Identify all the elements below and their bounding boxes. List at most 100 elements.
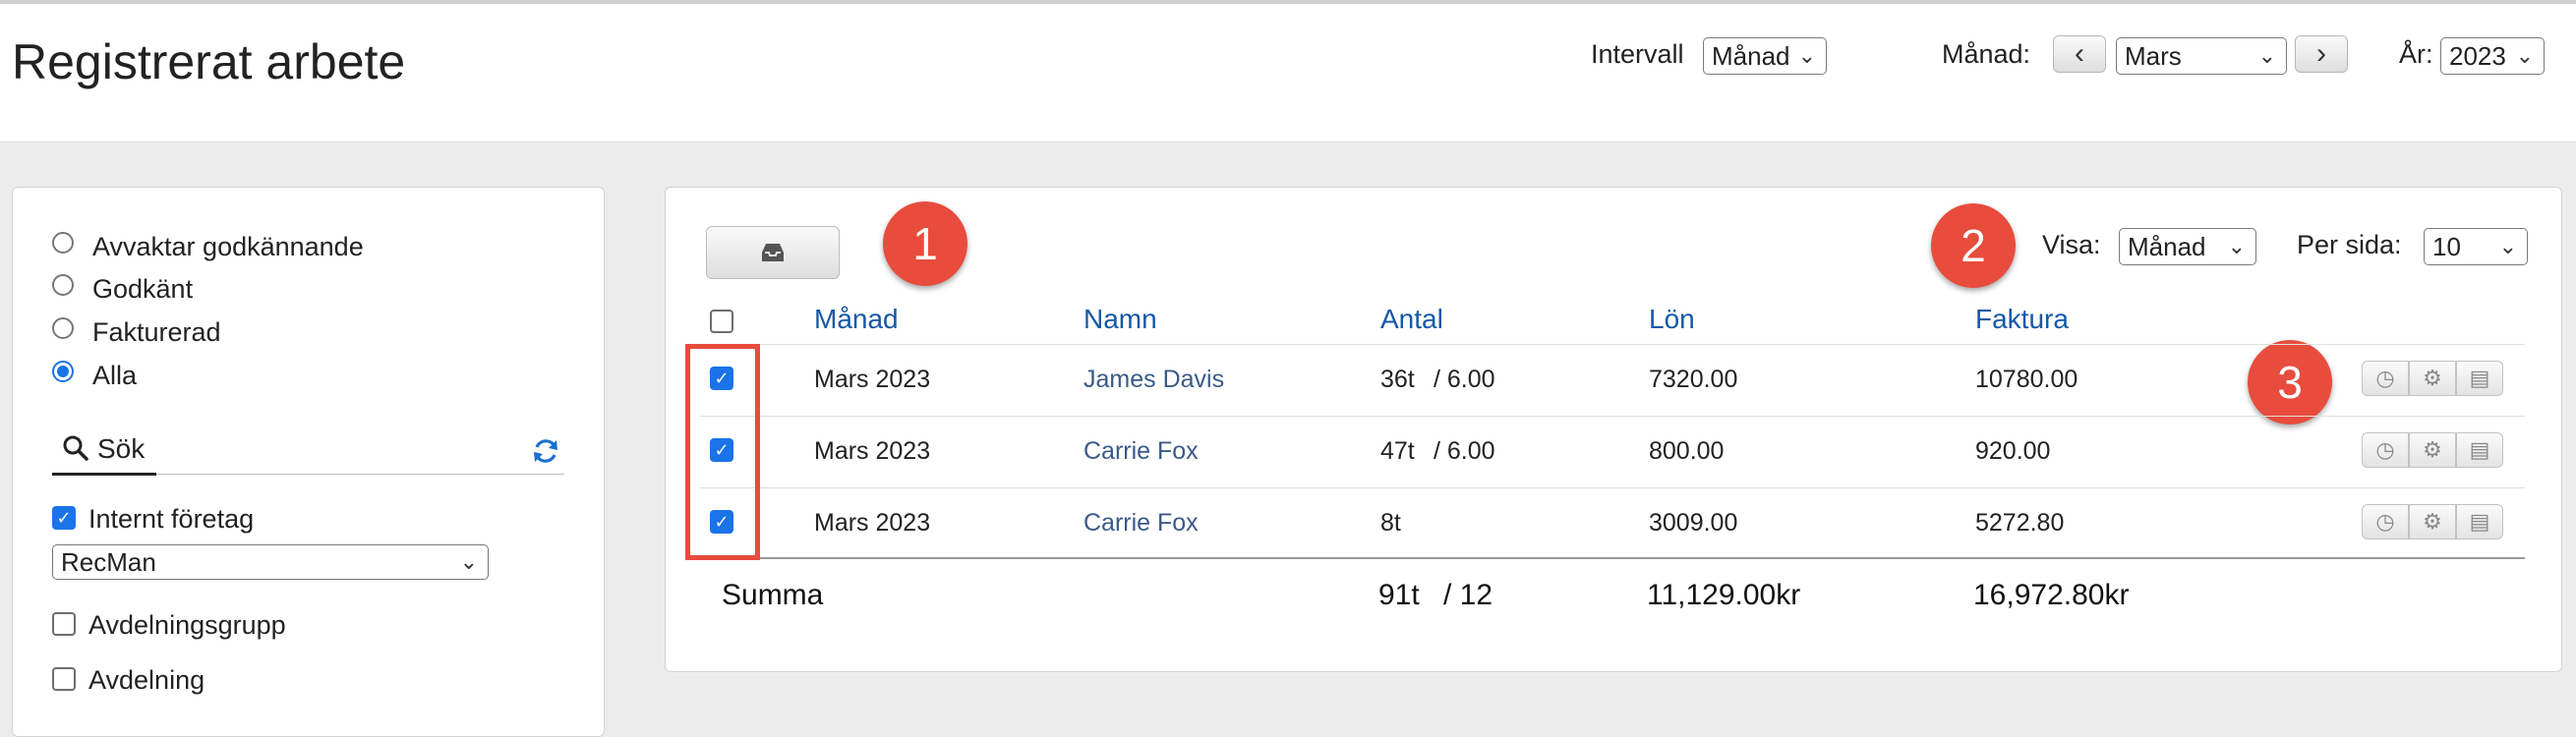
interval-select[interactable]: Månad ⌄ [1703, 37, 1827, 75]
row-invoice: 920.00 [1975, 437, 2051, 465]
row-checkbox[interactable]: ✓ [710, 438, 733, 462]
chevron-left-icon: ‹ [2075, 37, 2084, 70]
status-label-all: Alla [92, 361, 138, 390]
status-label-invoiced: Fakturerad [92, 317, 221, 347]
column-header-month[interactable]: Månad [814, 304, 899, 334]
month-label: Månad: [1942, 39, 2031, 69]
annotation-badge-2: 2 [1931, 203, 2016, 288]
summary-label: Summa [722, 579, 824, 611]
annotation-badge-3: 3 [2248, 340, 2332, 425]
interval-select-value: Månad [1712, 41, 1790, 71]
search-icon [63, 435, 88, 461]
show-select-value: Månad [2128, 232, 2206, 261]
export-button[interactable] [706, 226, 840, 279]
row-briefcase-button[interactable]: ▤ [2456, 432, 2503, 468]
status-radio-awaiting[interactable] [52, 232, 74, 254]
row-name-link[interactable]: Carrie Fox [1083, 509, 1199, 537]
row-divider [700, 487, 2525, 488]
chevron-down-icon: ⌄ [2515, 43, 2534, 68]
summary-days: / 12 [1443, 579, 1493, 611]
internal-company-label: Internt företag [88, 504, 255, 534]
checkbox-highlight-box [685, 344, 760, 560]
row-invoice: 10780.00 [1975, 366, 2078, 393]
select-all-checkbox[interactable] [710, 310, 733, 333]
year-label: År: [2399, 39, 2433, 69]
status-radio-all[interactable] [52, 361, 74, 382]
row-name-link[interactable]: James Davis [1083, 366, 1225, 393]
filter-panel [12, 187, 605, 737]
company-select-value: RecMan [61, 547, 156, 577]
row-days: / 6.00 [1434, 366, 1495, 393]
row-time-button[interactable]: ◷ [2362, 361, 2409, 396]
department-checkbox[interactable] [52, 667, 76, 691]
row-settings-button[interactable]: ⚙ [2409, 504, 2456, 539]
row-time-button[interactable]: ◷ [2362, 432, 2409, 468]
briefcase-icon: ▤ [2469, 509, 2490, 534]
row-salary: 3009.00 [1649, 509, 1738, 537]
chevron-down-icon: ⌄ [2227, 234, 2246, 258]
search-tab[interactable]: Sök [52, 428, 156, 476]
chevron-down-icon: ⌄ [459, 549, 478, 574]
row-time-button[interactable]: ◷ [2362, 504, 2409, 539]
column-header-name[interactable]: Namn [1083, 304, 1157, 334]
show-select[interactable]: Månad ⌄ [2119, 228, 2256, 265]
status-radio-invoiced[interactable] [52, 317, 74, 339]
chevron-down-icon: ⌄ [2498, 234, 2517, 258]
annotation-badge-1: 1 [883, 201, 967, 286]
row-hours: 36t [1380, 366, 1415, 393]
column-header-salary[interactable]: Lön [1649, 304, 1695, 334]
internal-company-checkbox[interactable]: ✓ [52, 506, 76, 530]
clock-icon: ◷ [2375, 366, 2395, 390]
summary-salary: 11,129.00kr [1647, 579, 1801, 611]
row-salary: 7320.00 [1649, 366, 1738, 393]
row-briefcase-button[interactable]: ▤ [2456, 361, 2503, 396]
row-days: / 6.00 [1434, 437, 1495, 465]
row-hours: 8t [1380, 509, 1401, 537]
row-month: Mars 2023 [814, 366, 931, 393]
year-select-value: 2023 [2449, 41, 2506, 71]
top-border [0, 0, 2576, 4]
company-select[interactable]: RecMan ⌄ [52, 544, 489, 580]
row-invoice: 5272.80 [1975, 509, 2065, 537]
page-header: Registrerat arbete Intervall Månad ⌄ Mån… [0, 4, 2576, 142]
search-tab-label: Sök [97, 433, 146, 464]
gear-icon: ⚙ [2423, 366, 2442, 390]
per-page-select[interactable]: 10 ⌄ [2424, 228, 2528, 265]
row-briefcase-button[interactable]: ▤ [2456, 504, 2503, 539]
row-checkbox[interactable]: ✓ [710, 367, 733, 390]
row-month: Mars 2023 [814, 509, 931, 537]
year-select[interactable]: 2023 ⌄ [2440, 37, 2545, 75]
gear-icon: ⚙ [2423, 437, 2442, 462]
row-salary: 800.00 [1649, 437, 1725, 465]
column-header-count[interactable]: Antal [1380, 304, 1443, 334]
search-tab-divider [156, 474, 564, 475]
row-month: Mars 2023 [814, 437, 931, 465]
refresh-icon[interactable] [531, 436, 560, 466]
clock-icon: ◷ [2375, 437, 2395, 462]
gear-icon: ⚙ [2423, 509, 2442, 534]
month-select[interactable]: Mars ⌄ [2116, 37, 2287, 75]
row-name-link[interactable]: Carrie Fox [1083, 437, 1199, 465]
chevron-down-icon: ⌄ [1797, 43, 1816, 68]
header-divider [700, 344, 2525, 345]
status-label-awaiting: Avvaktar godkännande [92, 232, 364, 261]
status-label-approved: Godkänt [92, 274, 194, 304]
month-select-value: Mars [2125, 41, 2182, 71]
department-group-checkbox[interactable] [52, 612, 76, 636]
status-radio-approved[interactable] [52, 274, 74, 296]
next-month-button[interactable]: › [2295, 35, 2348, 73]
row-settings-button[interactable]: ⚙ [2409, 432, 2456, 468]
row-checkbox[interactable]: ✓ [710, 510, 733, 534]
summary-invoice: 16,972.80kr [1973, 579, 2130, 611]
row-settings-button[interactable]: ⚙ [2409, 361, 2456, 396]
department-label: Avdelning [88, 665, 205, 695]
per-page-label: Per sida: [2297, 230, 2402, 259]
chevron-right-icon: › [2316, 37, 2326, 70]
briefcase-icon: ▤ [2469, 366, 2490, 390]
clock-icon: ◷ [2375, 509, 2395, 534]
department-group-label: Avdelningsgrupp [88, 610, 286, 640]
column-header-invoice[interactable]: Faktura [1975, 304, 2069, 334]
show-label: Visa: [2042, 230, 2101, 259]
summary-hours: 91t [1378, 579, 1420, 611]
previous-month-button[interactable]: ‹ [2053, 35, 2106, 73]
